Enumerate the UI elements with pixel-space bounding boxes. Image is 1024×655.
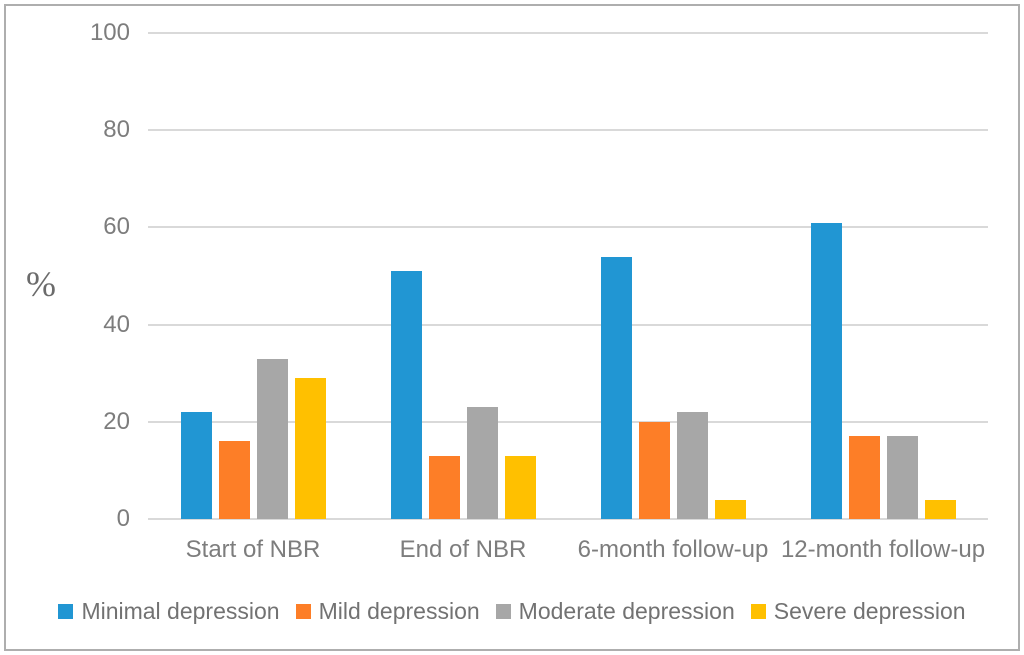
- legend-item-minimal-depression: Minimal depression: [58, 598, 280, 625]
- gridline-40: [148, 323, 988, 326]
- bar-mild-depression: [638, 421, 670, 519]
- bar-group-3: [568, 33, 778, 519]
- x-tick-label-4: 12-month follow-up: [780, 536, 986, 563]
- y-tick-label-100: 100: [89, 19, 130, 46]
- legend-item-moderate-depression: Moderate depression: [495, 598, 735, 625]
- x-tick-label-2: End of NBR: [399, 536, 527, 563]
- y-tick-label-80: 80: [103, 116, 130, 144]
- legend-item-mild-depression: Mild depression: [295, 598, 480, 625]
- gridline-20: [148, 420, 988, 423]
- y-tick-label-20: 20: [103, 407, 130, 435]
- bar-moderate-depression: [256, 358, 288, 519]
- bar-severe-depression: [504, 455, 536, 519]
- gridline-80: [148, 129, 988, 132]
- plot-area: [148, 32, 988, 520]
- x-tick-label-1: Start of NBR: [185, 536, 321, 563]
- bar-mild-depression: [218, 441, 250, 519]
- legend-swatch-icon: [58, 604, 74, 619]
- legend-label: Minimal depression: [81, 598, 280, 624]
- y-tick-label-40: 40: [103, 310, 130, 338]
- legend-item-severe-depression: Severe depression: [750, 598, 966, 625]
- gridline-0: [148, 518, 988, 520]
- legend-swatch-icon: [750, 604, 766, 619]
- legend-label: Moderate depression: [518, 598, 735, 624]
- bar-moderate-depression: [886, 436, 918, 519]
- bar-mild-depression: [428, 455, 460, 519]
- bar-group-1: [148, 33, 358, 519]
- bar-minimal-depression: [390, 271, 422, 519]
- bar-minimal-depression: [180, 412, 212, 519]
- gridline-100: [148, 32, 988, 34]
- bar-moderate-depression: [466, 407, 498, 519]
- legend-label: Mild depression: [318, 598, 480, 624]
- legend-swatch-icon: [295, 604, 311, 619]
- y-tick-label-0: 0: [116, 505, 130, 532]
- x-tick-label-3: 6-month follow-up: [577, 536, 769, 563]
- bar-severe-depression: [714, 499, 746, 519]
- x-axis: Start of NBR End of NBR 6-month follow-up 1…: [148, 536, 988, 564]
- y-axis: 0 20 40 60 80 100: [0, 21, 130, 531]
- legend-swatch-icon: [495, 604, 511, 619]
- gridline-60: [148, 226, 988, 229]
- bar-group-2: [358, 33, 568, 519]
- bar-severe-depression: [924, 499, 956, 519]
- bar-mild-depression: [848, 436, 880, 519]
- bar-minimal-depression: [810, 222, 842, 519]
- bar-group-4: [778, 33, 988, 519]
- legend: Minimal depression Mild depression Moderat…: [0, 598, 1024, 625]
- bar-minimal-depression: [600, 256, 632, 519]
- bar-moderate-depression: [676, 412, 708, 519]
- y-tick-label-60: 60: [103, 213, 130, 241]
- y-axis-title: %: [26, 264, 56, 304]
- bar-severe-depression: [294, 378, 326, 519]
- legend-label: Severe depression: [773, 598, 966, 624]
